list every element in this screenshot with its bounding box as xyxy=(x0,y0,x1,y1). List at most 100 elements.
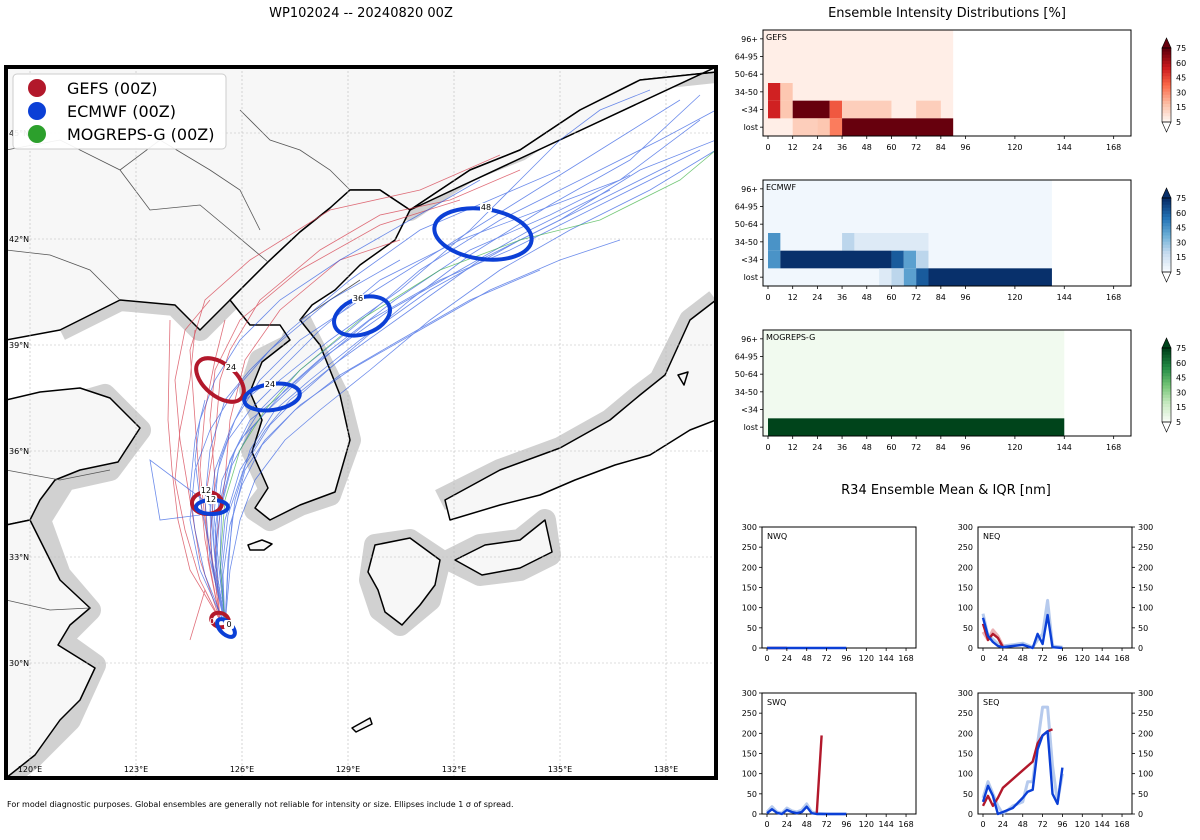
heatmap-y-label: 34-50 xyxy=(735,388,758,397)
r34-y-label: 300 xyxy=(742,689,757,698)
heatmap-cell xyxy=(768,418,1065,436)
r34-series-gefs-mean xyxy=(981,623,1004,648)
colorbar-label: 30 xyxy=(1176,238,1186,247)
r34-y-label: 200 xyxy=(742,729,757,738)
r34-y-label: 150 xyxy=(1138,584,1153,593)
r34-frame xyxy=(977,526,1133,649)
heatmap-x-label: 120 xyxy=(1007,143,1022,152)
r34-title: R34 Ensemble Mean & IQR [nm] xyxy=(841,483,1051,498)
r34-panel-neq: NEQ0050501001001501502002002502503003000… xyxy=(958,523,1154,663)
legend-ecmwf-label: ECMWF (00Z) xyxy=(67,102,176,121)
r34-y-label: 0 xyxy=(1138,644,1143,653)
heatmap-y-label: lost xyxy=(744,423,758,432)
r34-x-label: 48 xyxy=(802,820,812,829)
heatmap-y-label: <34 xyxy=(741,106,758,115)
colorbar-segment xyxy=(1162,388,1171,392)
r34-x-label: 24 xyxy=(998,654,1008,663)
colorbar-label: 75 xyxy=(1176,194,1186,203)
heatmap-y-label: 50-64 xyxy=(735,220,758,229)
r34-y-label: 0 xyxy=(752,644,757,653)
colorbar-segment xyxy=(1162,60,1171,64)
korea-peninsula xyxy=(229,189,411,521)
heatmap-cell xyxy=(829,118,843,136)
heatmap-x-label: 120 xyxy=(1007,293,1022,302)
map-legend: GEFS (00Z) ECMWF (00Z) MOGREPS-G (00Z) xyxy=(12,73,227,150)
colorbar-segment xyxy=(1162,222,1171,227)
colorbar-segment xyxy=(1162,63,1171,67)
heatmap-cell xyxy=(829,100,843,119)
colorbar-segment xyxy=(1162,409,1171,414)
colorbar-segment xyxy=(1162,256,1171,261)
colorbar-segment xyxy=(1162,81,1171,86)
r34-quadrant-label: SEQ xyxy=(983,698,999,707)
colorbar-segment xyxy=(1162,106,1171,111)
honshu xyxy=(444,299,716,521)
heatmap-x-label: 0 xyxy=(765,443,770,452)
r34-x-label: 120 xyxy=(1075,820,1090,829)
colorbar-segment xyxy=(1162,372,1171,377)
colorbar-segment xyxy=(1162,94,1171,98)
r34-y-label: 250 xyxy=(958,543,973,552)
r34-x-label: 48 xyxy=(1018,654,1028,663)
lon-label: 132°E xyxy=(442,765,466,774)
lon-label: 135°E xyxy=(548,765,572,774)
colorbar-segment xyxy=(1162,394,1171,398)
colorbar-segment xyxy=(1162,97,1171,101)
heatmap-x-label: 60 xyxy=(886,293,896,302)
jiangsu-coast xyxy=(6,519,96,778)
colorbar-extend-top xyxy=(1161,337,1172,349)
r34-x-label: 72 xyxy=(821,654,831,663)
r34-y-label: 0 xyxy=(968,810,973,819)
ecmwf-label-0: 0 xyxy=(226,620,231,629)
colorbar-label: 45 xyxy=(1176,224,1186,233)
heatmap-y-label: 34-50 xyxy=(735,88,758,97)
heatmap-cell xyxy=(928,268,1052,286)
r34-y-label: 250 xyxy=(742,543,757,552)
colorbar-segment xyxy=(1162,48,1171,52)
shikoku xyxy=(454,519,553,576)
r34-series-ecmwf-mean xyxy=(766,805,847,816)
r34-quadrant-label: NWQ xyxy=(767,532,787,541)
colorbar-segment xyxy=(1162,391,1171,395)
r34-x-label: 120 xyxy=(1075,654,1090,663)
heatmap-y-label: <34 xyxy=(741,256,758,265)
r34-frame xyxy=(761,692,917,815)
heatmap-cell xyxy=(891,250,904,269)
heatmap-x-label: 48 xyxy=(862,293,872,302)
heatmap-x-label: 72 xyxy=(911,443,921,452)
r34-x-label: 72 xyxy=(1037,820,1047,829)
colorbar-segment xyxy=(1162,109,1171,114)
ellipse-labels: 0 12 12 24 24 36 48 0 xyxy=(200,203,492,629)
r34-x-label: 0 xyxy=(980,820,985,829)
colorbar-label: 15 xyxy=(1176,253,1186,262)
colorbar-segment xyxy=(1162,216,1171,221)
lon-label: 123°E xyxy=(124,765,148,774)
r34-y-label: 50 xyxy=(747,790,757,799)
heatmap-cell xyxy=(842,118,954,136)
heatmap-frame xyxy=(762,329,1132,437)
ecmwf-label-12: 12 xyxy=(206,495,216,504)
colorbar-segment xyxy=(1162,385,1171,389)
colorbar-label: 30 xyxy=(1176,88,1186,97)
r34-x-label: 144 xyxy=(1095,820,1110,829)
colorbar-segment xyxy=(1162,210,1171,214)
r34-y-label: 100 xyxy=(742,770,757,779)
colorbar-segment xyxy=(1162,412,1171,417)
r34-y-label: 250 xyxy=(958,709,973,718)
colorbar-segment xyxy=(1162,100,1171,104)
r34-x-label: 24 xyxy=(998,820,1008,829)
colorbar-segment xyxy=(1162,366,1171,371)
heatmap-y-label: <34 xyxy=(741,406,758,415)
heatmap-cell xyxy=(792,100,830,119)
heatmap-cell xyxy=(891,268,904,286)
lon-label: 120°E xyxy=(18,765,42,774)
r34-y-label: 150 xyxy=(958,750,973,759)
colorbar-segment xyxy=(1162,88,1171,92)
gefs-label-24: 24 xyxy=(226,363,236,372)
r34-y-label: 100 xyxy=(958,770,973,779)
colorbar-segment xyxy=(1162,403,1171,408)
heatmap-y-label: 64-95 xyxy=(735,203,758,212)
heatmap-x-label: 36 xyxy=(837,443,847,452)
